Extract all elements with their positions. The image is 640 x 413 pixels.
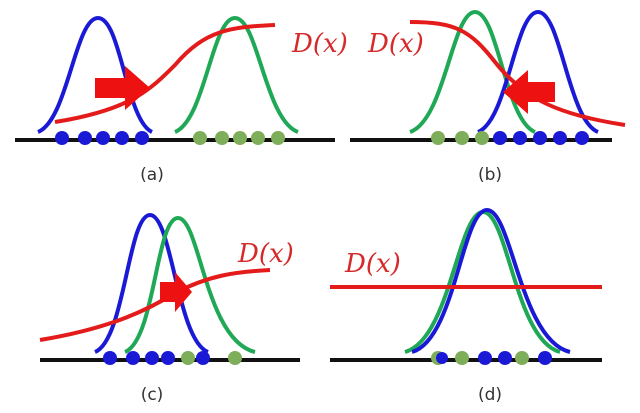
generated-distribution: [409, 9, 537, 134]
arrow: [503, 70, 555, 114]
discriminator-curve: [409, 20, 626, 127]
real-samples: [55, 131, 149, 145]
real-distribution: [476, 9, 600, 134]
panel-label: (d): [478, 385, 502, 405]
panel-label: (c): [141, 385, 164, 405]
generated-distribution: [173, 15, 299, 134]
samples: [103, 351, 242, 365]
arrow: [160, 272, 192, 312]
panel-d: D(x) (d): [330, 207, 602, 405]
curve-label: D(x): [291, 29, 348, 59]
fake-samples: [431, 131, 489, 145]
fake-samples: [193, 131, 285, 145]
panel-b: D(x) (b): [350, 9, 626, 185]
real-distribution: [411, 207, 571, 354]
discriminator-curve: [54, 23, 276, 124]
panel-label: (a): [140, 165, 164, 185]
real-samples: [493, 131, 589, 145]
real-distribution: [93, 212, 210, 354]
panel-a: D(x) (a): [15, 15, 348, 185]
generated-distribution: [123, 215, 256, 354]
curve-label: D(x): [344, 249, 401, 279]
panel-label: (b): [478, 165, 502, 185]
arrow: [95, 66, 150, 110]
generated-distribution: [404, 209, 561, 354]
curve-label: D(x): [367, 29, 424, 59]
samples: [431, 351, 552, 365]
panel-c: D(x) (c): [39, 212, 300, 405]
curve-label: D(x): [237, 239, 294, 269]
